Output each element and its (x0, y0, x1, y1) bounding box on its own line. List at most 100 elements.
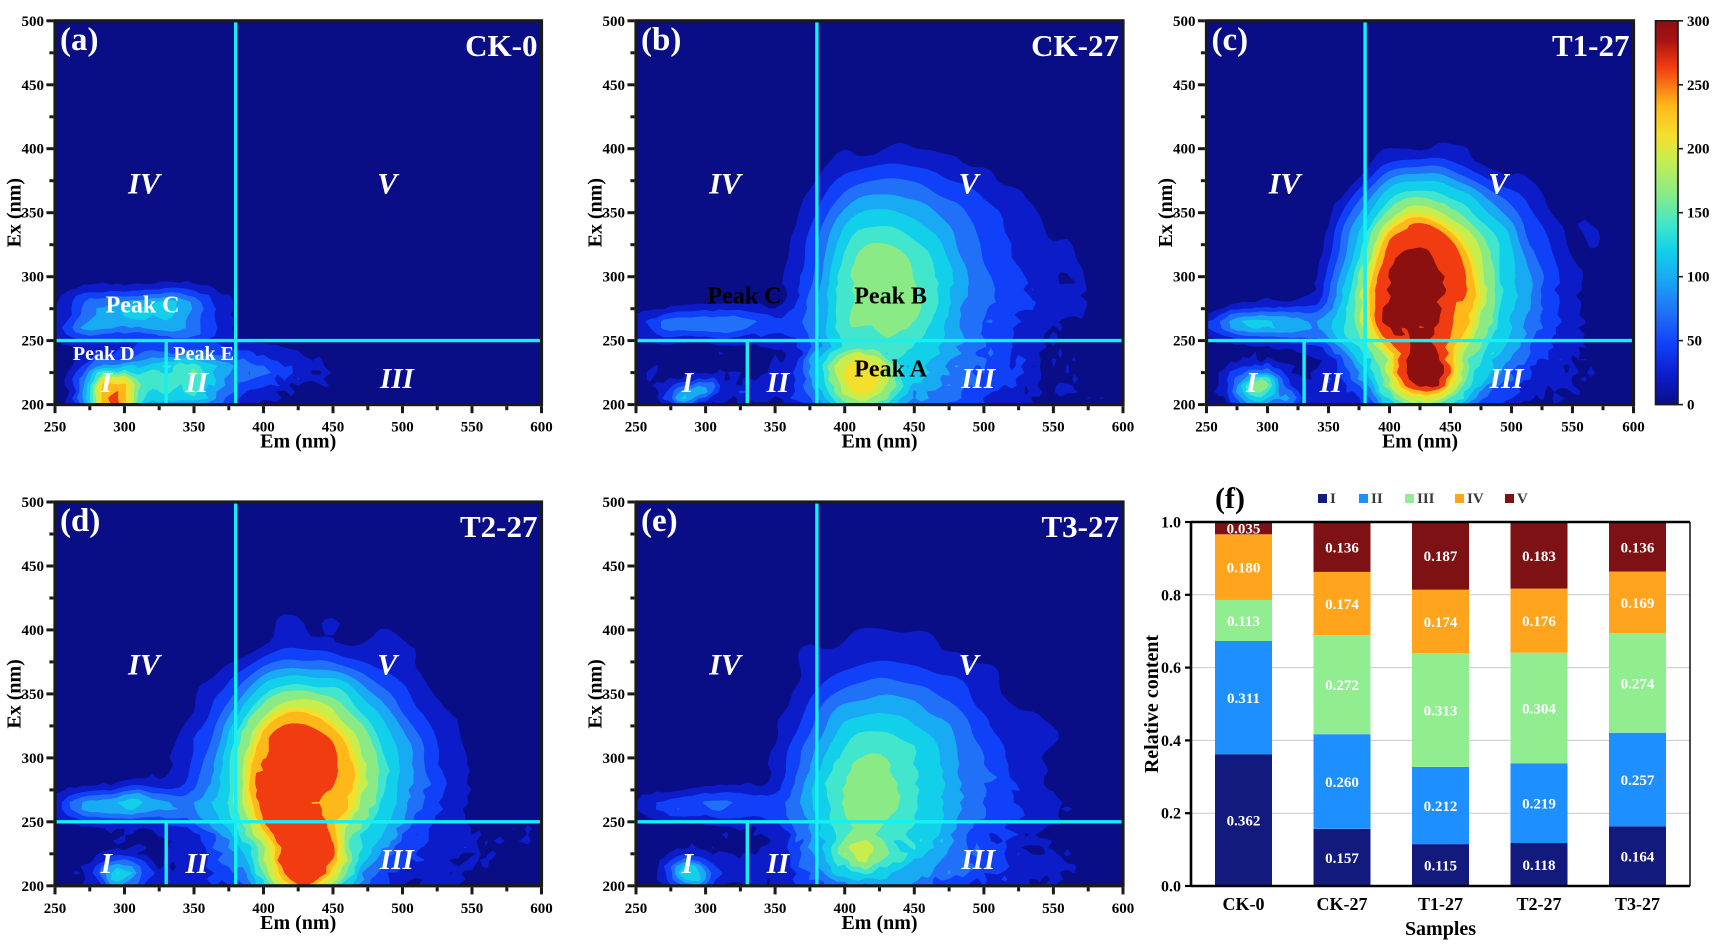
svg-text:IV: IV (127, 168, 163, 201)
svg-text:450: 450 (22, 559, 45, 575)
svg-text:400: 400 (252, 420, 275, 436)
svg-text:600: 600 (530, 901, 553, 917)
svg-text:350: 350 (603, 206, 626, 222)
svg-text:0.187: 0.187 (1424, 549, 1458, 565)
svg-text:400: 400 (1173, 142, 1196, 158)
svg-text:450: 450 (1173, 78, 1196, 94)
svg-text:I: I (681, 367, 695, 399)
svg-text:450: 450 (903, 420, 926, 436)
svg-text:300: 300 (603, 270, 626, 286)
svg-text:IV: IV (1467, 491, 1484, 507)
svg-text:0.274: 0.274 (1621, 676, 1655, 692)
svg-text:V: V (1488, 168, 1511, 201)
svg-text:500: 500 (391, 420, 414, 436)
svg-text:I: I (1245, 367, 1259, 399)
svg-text:III: III (1417, 491, 1435, 507)
svg-text:500: 500 (22, 14, 45, 30)
svg-text:250: 250 (44, 420, 67, 436)
svg-text:300: 300 (1687, 14, 1710, 30)
svg-text:0.311: 0.311 (1227, 691, 1260, 707)
svg-text:200: 200 (1687, 142, 1710, 158)
svg-text:550: 550 (1561, 420, 1584, 436)
svg-text:IV: IV (708, 168, 744, 201)
svg-text:550: 550 (1042, 420, 1065, 436)
svg-text:400: 400 (22, 142, 45, 158)
svg-text:Peak C: Peak C (106, 293, 180, 319)
svg-text:I: I (681, 848, 695, 880)
svg-text:200: 200 (1173, 398, 1196, 414)
svg-text:550: 550 (1042, 901, 1065, 917)
svg-text:0.0: 0.0 (1161, 879, 1181, 896)
svg-text:600: 600 (1622, 420, 1645, 436)
svg-text:100: 100 (1687, 270, 1710, 286)
svg-text:I: I (100, 367, 114, 399)
svg-text:500: 500 (1500, 420, 1523, 436)
svg-text:250: 250 (22, 815, 45, 831)
svg-text:450: 450 (1439, 420, 1462, 436)
svg-text:350: 350 (183, 901, 206, 917)
svg-text:III: III (379, 363, 416, 395)
svg-text:300: 300 (603, 751, 626, 767)
svg-text:0.136: 0.136 (1325, 541, 1359, 557)
svg-text:0.272: 0.272 (1325, 678, 1359, 694)
svg-text:0.113: 0.113 (1227, 614, 1260, 630)
svg-text:450: 450 (322, 420, 345, 436)
svg-text:Peak B: Peak B (854, 284, 927, 310)
svg-text:500: 500 (973, 901, 996, 917)
svg-text:(e): (e) (641, 503, 678, 539)
svg-text:V: V (959, 649, 982, 682)
svg-text:300: 300 (22, 270, 45, 286)
svg-text:Relative content: Relative content (1141, 635, 1163, 774)
svg-text:350: 350 (764, 420, 787, 436)
svg-text:II: II (766, 848, 791, 880)
svg-text:300: 300 (694, 901, 717, 917)
svg-text:Em (nm): Em (nm) (1382, 431, 1458, 453)
svg-text:450: 450 (322, 901, 345, 917)
svg-text:400: 400 (833, 420, 856, 436)
svg-text:150: 150 (1687, 206, 1710, 222)
svg-text:0.115: 0.115 (1424, 859, 1457, 875)
svg-text:300: 300 (1173, 270, 1196, 286)
svg-text:0.2: 0.2 (1161, 806, 1181, 823)
svg-text:300: 300 (694, 420, 717, 436)
svg-text:0.219: 0.219 (1522, 797, 1556, 813)
svg-text:250: 250 (1687, 78, 1710, 94)
svg-text:0.6: 0.6 (1161, 660, 1181, 677)
svg-text:0.174: 0.174 (1424, 615, 1458, 631)
svg-text:550: 550 (461, 420, 484, 436)
svg-text:400: 400 (833, 901, 856, 917)
svg-text:(d): (d) (60, 503, 100, 539)
svg-text:600: 600 (1112, 901, 1135, 917)
svg-text:300: 300 (113, 420, 136, 436)
svg-text:II: II (766, 367, 791, 399)
svg-text:0.8: 0.8 (1161, 587, 1181, 604)
svg-text:0.180: 0.180 (1227, 561, 1261, 577)
svg-text:500: 500 (603, 495, 626, 511)
svg-text:350: 350 (22, 687, 45, 703)
svg-text:Peak C: Peak C (708, 284, 782, 310)
svg-text:II: II (185, 848, 210, 880)
svg-text:IV: IV (708, 649, 744, 682)
svg-text:450: 450 (603, 78, 626, 94)
svg-text:V: V (959, 168, 982, 201)
svg-text:200: 200 (603, 879, 626, 895)
svg-text:450: 450 (22, 78, 45, 94)
svg-text:600: 600 (1112, 420, 1135, 436)
svg-text:0.362: 0.362 (1227, 814, 1261, 830)
svg-text:(f): (f) (1215, 482, 1245, 515)
svg-text:250: 250 (22, 334, 45, 350)
svg-text:T2-27: T2-27 (1517, 894, 1562, 914)
svg-text:0.136: 0.136 (1621, 540, 1655, 556)
svg-text:500: 500 (603, 14, 626, 30)
svg-text:III: III (960, 363, 997, 395)
svg-text:300: 300 (113, 901, 136, 917)
svg-text:T1-27: T1-27 (1418, 894, 1463, 914)
svg-text:350: 350 (1317, 420, 1340, 436)
svg-text:Em (nm): Em (nm) (841, 431, 917, 453)
svg-text:0.313: 0.313 (1424, 704, 1458, 720)
svg-text:III: III (1489, 363, 1526, 395)
svg-text:450: 450 (603, 559, 626, 575)
svg-text:250: 250 (1173, 334, 1196, 350)
svg-text:500: 500 (973, 420, 996, 436)
svg-text:300: 300 (1256, 420, 1279, 436)
